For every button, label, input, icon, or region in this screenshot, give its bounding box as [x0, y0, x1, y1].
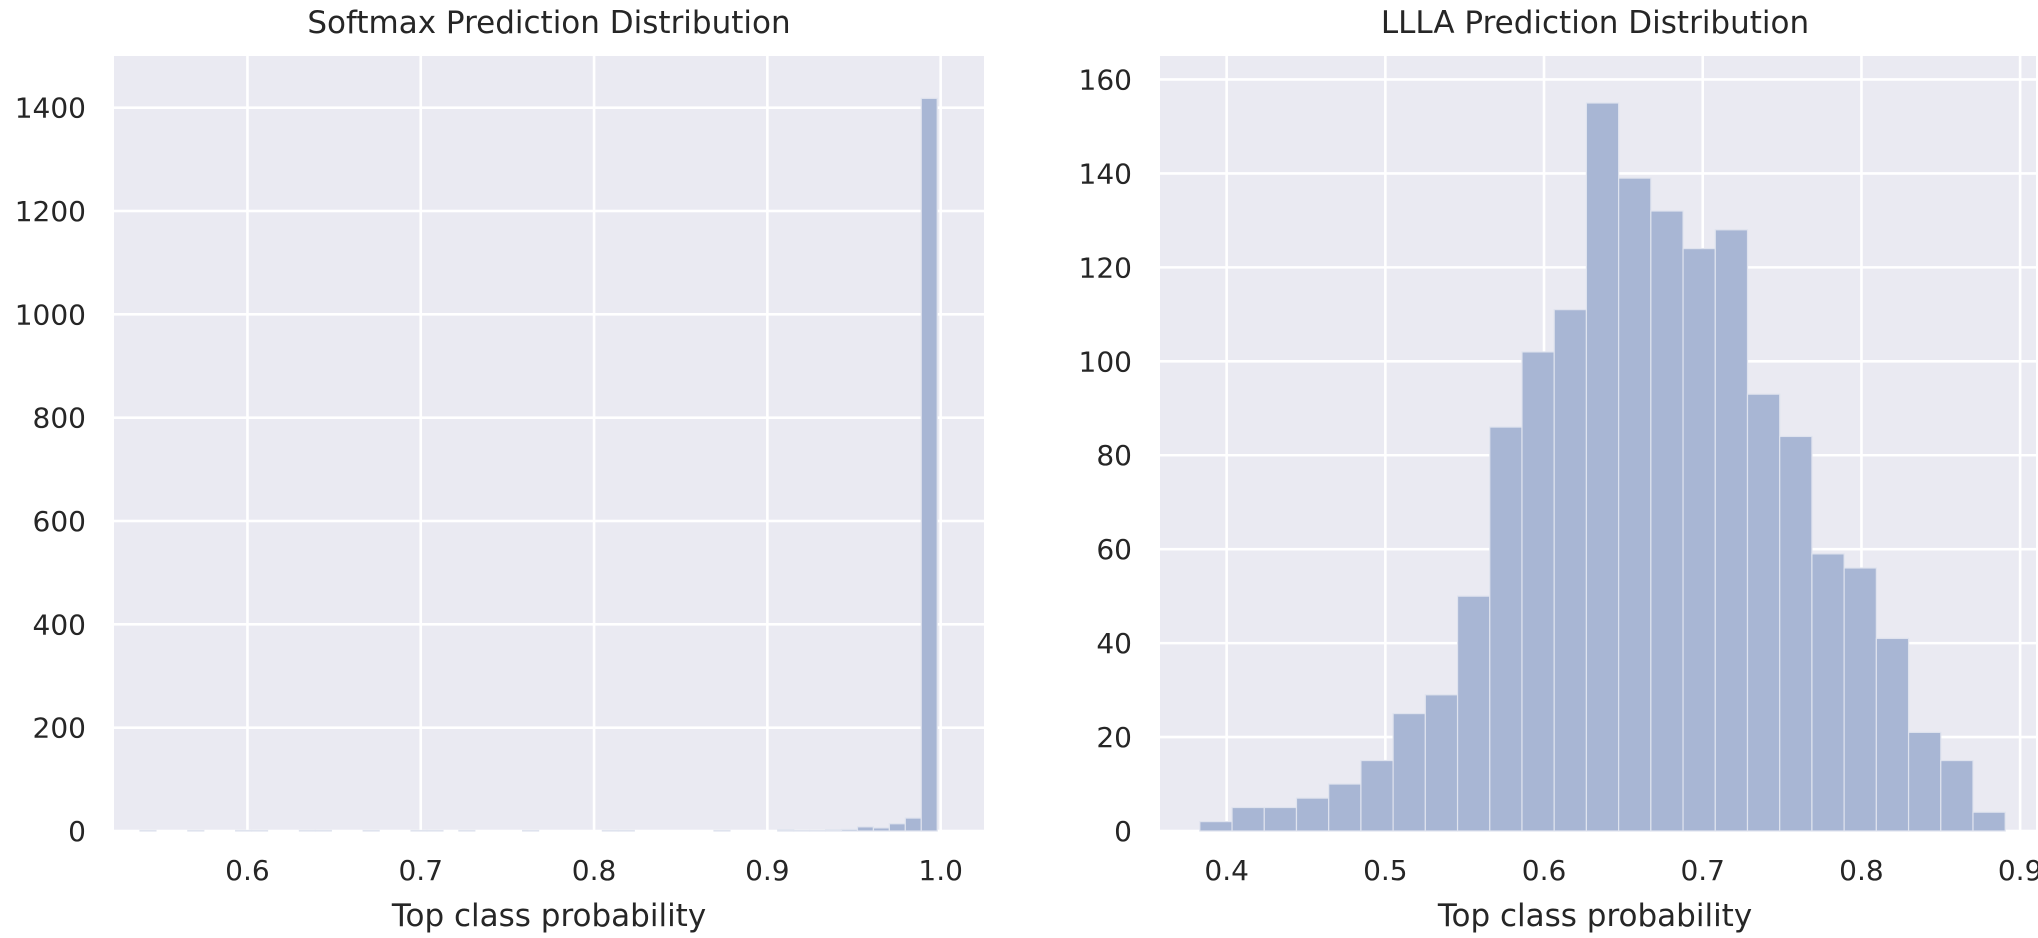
llla-y-tick-label: 20 [1096, 721, 1132, 754]
llla-histogram-bar [1585, 102, 1620, 832]
softmax-y-ticks: 0 200 400 600 800 1000 1200 1400 [15, 92, 86, 848]
llla-histogram-bar [1295, 797, 1330, 832]
llla-histogram-bar [1456, 595, 1491, 832]
llla-histogram-bar [1779, 435, 1813, 832]
softmax-y-tick-label: 1400 [15, 92, 86, 125]
softmax-x-tick-label: 0.6 [225, 854, 270, 887]
softmax-histogram-bar [617, 829, 635, 832]
softmax-x-tick-label: 0.8 [572, 854, 617, 887]
softmax-histogram-bar [872, 827, 890, 832]
softmax-histogram-bar [809, 829, 827, 832]
llla-histogram-bar [1907, 731, 1942, 832]
llla-histogram-bar [1940, 759, 1974, 832]
llla-histogram-bar [1392, 712, 1426, 832]
llla-histogram-bar [1972, 811, 2006, 832]
llla-histogram-bar [1263, 806, 1298, 832]
llla-y-tick-label: 80 [1096, 439, 1132, 472]
softmax-x-ticks: 0.6 0.7 0.8 0.9 1.0 [225, 854, 963, 887]
llla-histogram-bar [1843, 567, 1877, 832]
llla-x-tick-label: 0.7 [1680, 854, 1725, 887]
llla-histogram-bar [1553, 309, 1588, 832]
softmax-histogram-bar [139, 829, 157, 832]
softmax-histogram-bar [251, 829, 269, 832]
softmax-histogram-bar [458, 829, 476, 832]
llla-y-tick-label: 120 [1079, 251, 1132, 284]
llla-x-tick-label: 0.8 [1839, 854, 1884, 887]
softmax-y-tick-label: 600 [33, 505, 86, 538]
llla-histogram-bar [1489, 426, 1523, 832]
softmax-histogram-bar [362, 829, 380, 832]
softmax-histogram-bar [856, 826, 875, 832]
softmax-y-tick-label: 400 [33, 608, 86, 641]
llla-histogram-bar [1811, 553, 1845, 832]
llla-histogram-panel: LLLA Prediction Distribution 0.4 0.5 0.6 0.… [1079, 5, 2038, 934]
llla-histogram-bar [1360, 759, 1394, 832]
softmax-histogram-bar [920, 97, 938, 832]
llla-y-ticks: 0 20 40 60 80 100 120 140 160 [1079, 63, 1132, 848]
llla-bars [1199, 102, 2006, 832]
llla-y-tick-label: 160 [1079, 63, 1132, 96]
softmax-histogram-bar [426, 829, 444, 832]
softmax-y-tick-label: 200 [33, 712, 86, 745]
llla-x-ticks: 0.4 0.5 0.6 0.7 0.8 0.9 [1204, 854, 2038, 887]
softmax-y-tick-label: 1200 [15, 195, 86, 228]
llla-x-tick-label: 0.4 [1204, 854, 1249, 887]
llla-histogram-bar [1875, 637, 1910, 832]
llla-histogram-bar [1328, 783, 1362, 832]
llla-histogram-bar [1650, 210, 1684, 832]
softmax-histogram-bar [298, 829, 316, 832]
llla-chart-title: LLLA Prediction Distribution [1381, 5, 1809, 41]
softmax-histogram-bar [187, 829, 205, 832]
llla-y-tick-label: 140 [1079, 157, 1132, 190]
llla-x-tick-label: 0.5 [1363, 854, 1408, 887]
softmax-histogram-bar [713, 829, 731, 832]
softmax-x-axis-label: Top class probability [391, 898, 706, 934]
softmax-histogram-bar [601, 829, 619, 832]
llla-y-tick-label: 60 [1096, 533, 1132, 566]
softmax-histogram-bar [888, 823, 906, 832]
llla-x-tick-label: 0.9 [1998, 854, 2038, 887]
softmax-histogram-bar [777, 829, 795, 832]
softmax-histogram-bar [824, 829, 843, 832]
softmax-histogram-panel: Softmax Prediction Distribution 0.6 0.7 0.… [15, 5, 984, 934]
llla-histogram-bar [1682, 247, 1716, 832]
softmax-histogram-bar [314, 829, 332, 832]
softmax-histogram-bar [410, 829, 428, 832]
llla-y-tick-label: 40 [1096, 627, 1132, 660]
softmax-bars [139, 97, 938, 832]
softmax-chart-title: Softmax Prediction Distribution [307, 5, 790, 41]
softmax-x-tick-label: 1.0 [918, 854, 963, 887]
llla-histogram-bar [1618, 177, 1652, 832]
softmax-x-tick-label: 0.7 [398, 854, 443, 887]
softmax-plot-area [114, 56, 984, 831]
llla-histogram-bar [1521, 351, 1555, 832]
softmax-y-tick-label: 1000 [15, 298, 86, 331]
softmax-y-tick-label: 0 [68, 815, 86, 848]
llla-histogram-bar [1199, 821, 1233, 832]
llla-histogram-bar [1231, 806, 1265, 832]
llla-histogram-bar [1746, 393, 1781, 832]
softmax-histogram-bar [235, 829, 253, 832]
softmax-x-tick-label: 0.9 [745, 854, 790, 887]
softmax-histogram-bar [904, 817, 922, 832]
llla-x-axis-label: Top class probability [1437, 898, 1752, 934]
llla-y-tick-label: 0 [1114, 815, 1132, 848]
llla-y-tick-label: 100 [1079, 345, 1132, 378]
softmax-histogram-bar [522, 829, 540, 832]
llla-x-tick-label: 0.6 [1522, 854, 1567, 887]
llla-histogram-bar [1714, 229, 1749, 832]
softmax-histogram-bar [840, 828, 859, 832]
llla-histogram-bar [1424, 694, 1459, 832]
softmax-y-tick-label: 800 [33, 402, 86, 435]
softmax-histogram-bar [793, 829, 811, 832]
